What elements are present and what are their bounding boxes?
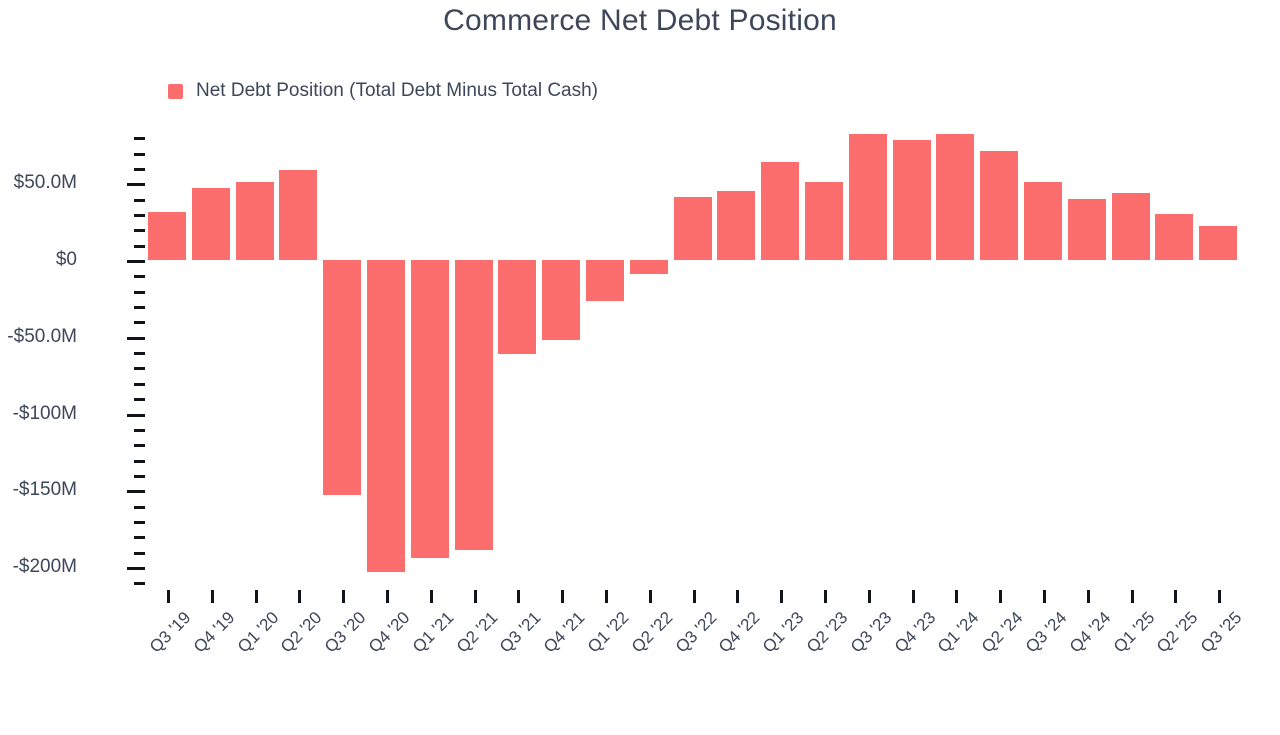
y-axis-tick-label: -$200M [12,555,77,577]
y-axis-minor-tick [134,306,145,310]
legend-label: Net Debt Position (Total Debt Minus Tota… [196,80,598,101]
bar[interactable] [366,260,405,572]
y-axis-minor-tick [134,167,145,171]
bar[interactable] [410,260,449,558]
y-axis-major-tick [127,413,145,417]
y-axis-major-tick [127,336,145,340]
y-axis-minor-tick [134,290,145,294]
y-axis-major-tick [127,566,145,570]
chart-legend: Net Debt Position (Total Debt Minus Tota… [168,80,598,102]
x-axis-tick [692,590,696,603]
y-axis-minor-tick [134,275,145,279]
bar[interactable] [629,260,668,274]
y-axis-minor-tick [134,244,145,248]
x-axis-tick [429,590,433,603]
y-axis-tick-label: -$150M [12,479,77,501]
y-axis-minor-tick [134,229,145,233]
x-axis-tick [210,590,214,603]
y-axis-tick-label: $50.0M [13,172,77,194]
x-axis-tick [473,590,477,603]
y-axis-minor-tick [134,505,145,509]
x-axis-tick [823,590,827,603]
bar[interactable] [980,151,1019,261]
bar[interactable] [147,212,186,261]
bar[interactable] [323,260,362,495]
y-axis-tick-label: $0 [55,249,77,271]
y-axis-minor-tick [134,367,145,371]
x-axis-tick [254,590,258,603]
y-axis-major-tick [127,183,145,187]
y-axis-minor-tick [134,198,145,202]
bar[interactable] [673,197,712,261]
x-axis-tick [561,590,565,603]
x-axis-tick [1174,590,1178,603]
bar[interactable] [1155,214,1194,261]
bar[interactable] [804,181,843,261]
y-axis-tick-label: -$100M [12,402,77,424]
x-axis-tick [385,590,389,603]
y-axis-minor-tick [134,382,145,386]
bar[interactable] [848,134,887,261]
x-axis-tick [780,590,784,603]
y-axis-major-tick [127,490,145,494]
y-axis-minor-tick [134,520,145,524]
bar[interactable] [454,260,493,551]
x-axis-tick [1042,590,1046,603]
bar[interactable] [892,140,931,261]
y-axis-minor-tick [134,352,145,356]
y-axis-minor-tick [134,536,145,540]
bar[interactable] [1111,192,1150,261]
bar[interactable] [235,181,274,261]
x-axis-tick [911,590,915,603]
x-axis-tick [999,590,1003,603]
y-axis-major-tick [127,260,145,264]
y-axis-minor-tick [134,459,145,463]
bar[interactable] [761,161,800,261]
y-axis-minor-tick [134,582,145,586]
chart-title: Commerce Net Debt Position [443,4,837,37]
x-axis-tick [298,590,302,603]
x-axis-tick [604,590,608,603]
plot-area: $50.0M $0 -$50.0M -$100M -$150M -$200M Q3 '19… [7,125,1246,656]
chart-container: Commerce Net Debt Position Net Debt Posi… [7,4,1246,656]
x-axis-tick [342,590,346,603]
y-axis-minor-tick [134,428,145,432]
x-axis-tick [1130,590,1134,603]
y-axis-minor-tick [134,321,145,325]
x-axis-tick [736,590,740,603]
x-axis-tick [517,590,521,603]
bar[interactable] [1199,226,1238,261]
y-axis-minor-tick [134,444,145,448]
bar[interactable] [1023,181,1062,261]
y-axis-minor-tick [134,214,145,217]
bar[interactable] [191,187,230,261]
bar[interactable] [1067,198,1106,261]
y-axis-minor-tick [134,398,145,402]
y-axis-minor-tick [134,137,145,141]
bar[interactable] [717,190,756,261]
x-axis-tick [1218,590,1222,603]
y-axis-minor-tick [134,152,145,156]
bar[interactable] [279,169,318,261]
bar[interactable] [585,260,624,302]
y-axis-minor-tick [134,551,145,555]
legend-swatch-icon [168,83,183,99]
x-axis-tick [1086,590,1090,603]
x-axis-tick [867,590,871,603]
y-axis-tick-label: -$50.0M [7,325,77,347]
bar[interactable] [936,134,975,261]
x-axis-tick [166,590,170,603]
x-axis-tick [955,590,959,603]
bar[interactable] [542,260,581,340]
bar[interactable] [498,260,537,354]
y-axis-minor-tick [134,474,145,478]
x-axis-tick [648,590,652,603]
